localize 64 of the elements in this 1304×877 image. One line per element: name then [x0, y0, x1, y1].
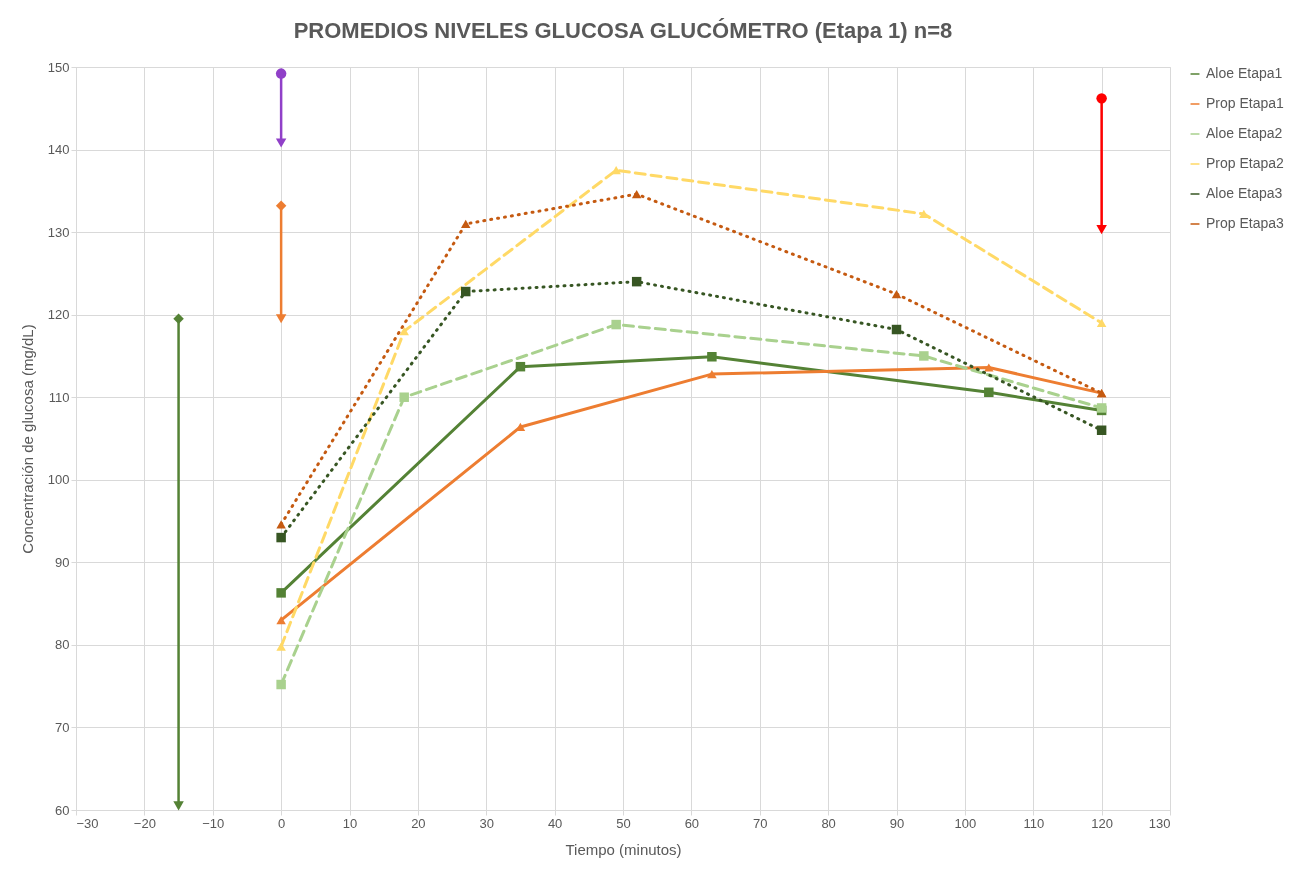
y-tick-label: 110 [48, 389, 70, 405]
x-tick-label: −30 [76, 815, 99, 831]
y-tick-label: 130 [47, 224, 70, 240]
legend-label: Aloe Etapa1 [1206, 65, 1283, 81]
x-tick-label: 70 [753, 815, 768, 831]
x-tick-label: 80 [821, 815, 836, 831]
y-tick-label: 140 [47, 142, 70, 158]
point [611, 319, 621, 330]
point [276, 642, 286, 651]
point [276, 616, 286, 625]
point [276, 532, 286, 543]
y-tick-label: 90 [55, 554, 70, 570]
x-tick-label: 10 [342, 815, 358, 831]
x-tick-label: 40 [547, 815, 563, 831]
point [891, 289, 902, 299]
y-tick-label: 100 [47, 472, 70, 488]
point [275, 200, 287, 211]
point [276, 588, 286, 598]
y-tick-label: 60 [55, 802, 70, 818]
x-tick-label: 90 [889, 815, 905, 831]
point [460, 219, 471, 228]
x-tick-label: 100 [954, 815, 977, 831]
point [631, 190, 642, 199]
point [173, 313, 184, 325]
point [276, 679, 286, 690]
point [1096, 425, 1107, 435]
point [515, 361, 526, 372]
point [1096, 93, 1107, 104]
x-tick-label: 30 [479, 815, 494, 831]
x-tick-label: 110 [1023, 815, 1045, 831]
point [1096, 318, 1107, 328]
point [399, 327, 409, 336]
point [399, 392, 409, 402]
point [631, 276, 642, 287]
y-axis-title: Concentración de glucosa (mg/dL) [18, 324, 36, 554]
point [611, 166, 621, 175]
y-tick-label: 70 [55, 719, 70, 735]
point [919, 209, 929, 219]
y-tick-label: 150 [47, 59, 70, 75]
y-tick-label: 120 [47, 307, 70, 323]
point [984, 363, 994, 372]
point [707, 352, 717, 362]
legend-label: Aloe Etapa2 [1206, 125, 1283, 141]
legend-label: Prop Etapa1 [1206, 95, 1285, 111]
legend-label: Aloe Etapa3 [1206, 185, 1283, 201]
chart-title: PROMEDIOS NIVELES GLUCOSA GLUCÓMETRO (Etapa 1) n=8 [293, 18, 953, 43]
legend-label: Prop Etapa3 [1206, 215, 1285, 231]
x-tick-label: −10 [202, 815, 225, 831]
x-tick-label: 0 [278, 815, 286, 831]
x-axis-title: Tiempo (minutos) [565, 840, 682, 858]
legend-label: Prop Etapa2 [1206, 155, 1285, 171]
point [707, 370, 717, 379]
x-tick-label: 120 [1091, 815, 1113, 831]
point [275, 68, 287, 79]
y-tick-label: 80 [55, 637, 70, 653]
point [460, 286, 471, 297]
x-tick-label: 20 [411, 815, 426, 831]
x-tick-label: 50 [616, 815, 631, 831]
point [919, 351, 929, 361]
x-tick-label: 130 [1148, 815, 1171, 831]
point [891, 324, 902, 335]
point [984, 387, 994, 398]
x-tick-label: 60 [684, 815, 700, 831]
x-tick-label: −20 [133, 815, 156, 831]
